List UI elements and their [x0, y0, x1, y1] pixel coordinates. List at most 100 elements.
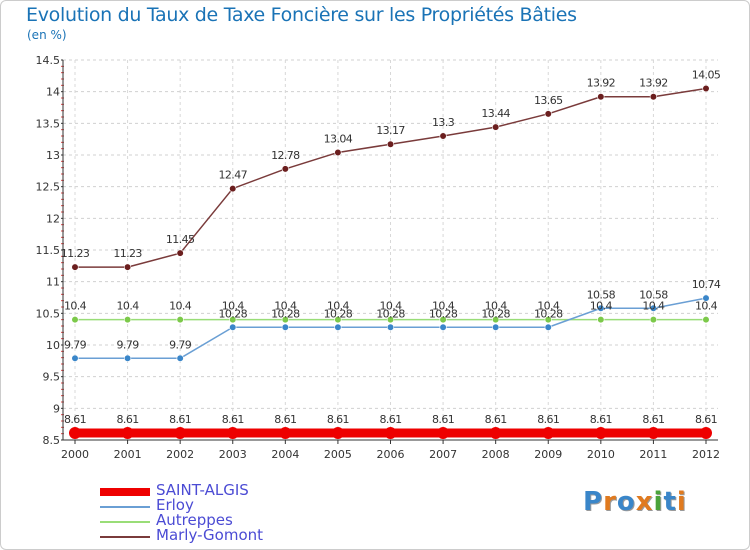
y-tick-label: 13 — [46, 149, 60, 162]
point-erloy — [334, 323, 342, 331]
point-marly-gomont — [544, 110, 552, 118]
data-label-saint-algis: 8.61 — [327, 413, 349, 426]
point-saint-algis — [69, 427, 81, 440]
point-marly-gomont — [71, 263, 79, 271]
legend-swatch-marly-gomont — [100, 536, 150, 538]
point-marly-gomont — [702, 84, 710, 93]
y-tick-label: 11 — [46, 276, 60, 289]
legend-label-autreppes: Autreppes — [156, 511, 233, 529]
point-marly-gomont — [229, 184, 237, 193]
logo-letter: P — [583, 487, 604, 517]
point-autreppes — [281, 316, 289, 324]
point-marly-gomont — [649, 93, 658, 101]
point-erloy — [176, 354, 184, 362]
point-saint-algis — [647, 427, 660, 440]
point-marly-gomont — [492, 123, 500, 131]
y-tick-label: 9.5 — [43, 371, 61, 384]
data-label-erloy: 10.74 — [692, 278, 721, 291]
data-label-saint-algis: 8.61 — [485, 413, 507, 426]
point-saint-algis — [121, 427, 134, 440]
y-tick-label: 10.5 — [36, 307, 61, 320]
data-label-erloy: 10.58 — [587, 288, 616, 301]
point-saint-algis — [542, 427, 555, 440]
legend-label-saint-algis: SAINT-ALGIS — [156, 481, 249, 499]
x-tick-label: 2008 — [482, 448, 510, 461]
point-autreppes — [123, 316, 132, 324]
point-saint-algis — [437, 427, 450, 440]
point-saint-algis — [174, 427, 187, 440]
data-label-marly-gomont: 13.17 — [376, 124, 405, 137]
data-label-saint-algis: 8.61 — [274, 413, 296, 426]
x-tick-label: 2005 — [324, 448, 352, 461]
data-label-erloy: 10.28 — [324, 307, 353, 320]
data-label-marly-gomont: 14.05 — [692, 69, 721, 82]
y-tick-label: 14 — [46, 86, 60, 99]
legend: SAINT-ALGIS Erloy Autreppes Marly-Gomont — [100, 481, 360, 544]
point-marly-gomont — [123, 263, 132, 271]
data-label-autreppes: 10.4 — [169, 300, 192, 313]
data-label-autreppes: 10.4 — [327, 300, 350, 313]
point-erloy — [386, 323, 395, 331]
x-tick-label: 2012 — [692, 448, 720, 461]
point-saint-algis — [384, 427, 397, 440]
data-label-erloy: 10.58 — [639, 288, 668, 301]
y-tick-label: 13.5 — [36, 117, 61, 130]
data-label-erloy: 10.28 — [534, 307, 563, 320]
point-saint-algis — [594, 427, 607, 440]
x-tick-label: 2010 — [587, 448, 615, 461]
point-autreppes — [229, 316, 237, 324]
data-label-autreppes: 10.4 — [432, 300, 455, 313]
point-autreppes — [597, 316, 605, 324]
data-label-erloy: 9.79 — [169, 338, 192, 351]
data-label-saint-algis: 8.61 — [432, 413, 454, 426]
logo-letter: r — [603, 487, 617, 517]
point-erloy — [544, 323, 552, 331]
data-label-saint-algis: 8.61 — [642, 413, 664, 426]
point-autreppes — [176, 316, 184, 324]
point-autreppes — [386, 316, 395, 324]
point-autreppes — [71, 316, 79, 324]
data-label-erloy: 10.28 — [376, 307, 405, 320]
point-erloy — [123, 354, 132, 362]
point-autreppes — [439, 316, 447, 324]
data-label-saint-algis: 8.61 — [169, 413, 191, 426]
data-label-marly-gomont: 13.65 — [534, 94, 563, 107]
y-tick-label: 12 — [46, 212, 60, 225]
data-label-marly-gomont: 13.3 — [432, 116, 455, 129]
data-label-marly-gomont: 11.45 — [166, 233, 195, 246]
point-marly-gomont — [176, 249, 184, 257]
logo-letter: i — [653, 487, 664, 517]
point-erloy — [229, 323, 237, 331]
point-erloy — [71, 354, 79, 362]
y-tick-label: 10 — [46, 339, 60, 352]
x-tick-label: 2001 — [114, 448, 142, 461]
y-tick-label: 9 — [53, 402, 60, 415]
x-tick-label: 2004 — [271, 448, 299, 461]
legend-label-erloy: Erloy — [156, 496, 194, 514]
point-autreppes — [334, 316, 342, 324]
data-label-saint-algis: 8.61 — [537, 413, 559, 426]
x-tick-label: 2000 — [61, 448, 89, 461]
point-erloy — [702, 294, 710, 302]
proxiti-logo: Proxiti — [583, 487, 687, 517]
y-tick-label: 14.5 — [36, 54, 61, 67]
point-marly-gomont — [597, 93, 605, 101]
data-label-erloy: 10.28 — [219, 307, 248, 320]
legend-item-saint-algis: SAINT-ALGIS — [100, 481, 360, 499]
legend-swatch-autreppes — [100, 521, 150, 523]
point-saint-algis — [331, 427, 344, 440]
gridlines — [63, 59, 718, 441]
data-label-saint-algis: 8.61 — [590, 413, 612, 426]
data-label-saint-algis: 8.61 — [117, 413, 139, 426]
data-label-marly-gomont: 13.44 — [481, 107, 510, 120]
y-tick-label: 8.5 — [43, 434, 61, 447]
data-label-autreppes: 10.4 — [222, 300, 245, 313]
data-label-saint-algis: 8.61 — [64, 413, 86, 426]
legend-item-autreppes: Autreppes — [100, 511, 360, 529]
x-tick-label: 2007 — [429, 448, 457, 461]
data-label-marly-gomont: 13.04 — [324, 132, 353, 145]
point-erloy — [439, 323, 447, 331]
point-saint-algis — [700, 427, 712, 440]
legend-item-marly-gomont: Marly-Gomont — [100, 526, 360, 544]
